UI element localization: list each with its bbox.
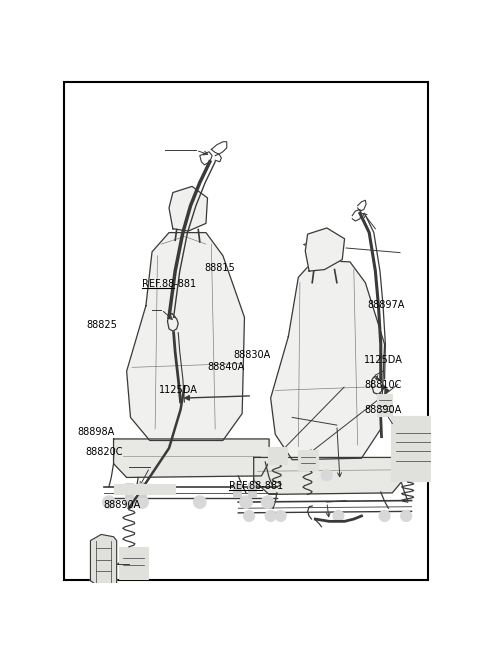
Bar [125, 483, 133, 496]
Circle shape [244, 510, 254, 521]
Text: 88830A: 88830A [233, 350, 270, 360]
Text: REF.88-881: REF.88-881 [229, 481, 284, 491]
Text: 88815: 88815 [204, 263, 235, 272]
Polygon shape [114, 439, 269, 477]
Bar [138, 483, 146, 496]
Bar [377, 394, 392, 416]
Circle shape [401, 510, 411, 521]
Text: 88890A: 88890A [104, 500, 141, 510]
Polygon shape [271, 260, 384, 460]
Text: 88840A: 88840A [207, 362, 244, 372]
Circle shape [103, 496, 115, 508]
Text: 88897A: 88897A [367, 299, 405, 310]
Text: 1125DA: 1125DA [159, 385, 198, 395]
Text: 1125DA: 1125DA [364, 355, 403, 365]
Circle shape [262, 496, 274, 508]
Circle shape [379, 510, 390, 521]
Circle shape [322, 470, 332, 481]
Bar [248, 483, 256, 496]
Text: 88810C: 88810C [364, 381, 402, 390]
Text: REF.88-881: REF.88-881 [142, 280, 196, 290]
Circle shape [193, 496, 206, 508]
Text: 88890A: 88890A [364, 405, 402, 415]
Polygon shape [254, 457, 404, 495]
Circle shape [333, 510, 344, 521]
Polygon shape [127, 233, 244, 441]
Polygon shape [169, 187, 207, 231]
Text: 88825: 88825 [86, 320, 117, 329]
Circle shape [265, 510, 276, 521]
Circle shape [136, 496, 148, 508]
Bar [391, 416, 439, 481]
Text: 88820C: 88820C [85, 447, 123, 457]
Bar [267, 447, 287, 464]
Bar [299, 450, 318, 470]
Bar [396, 422, 435, 476]
Polygon shape [90, 534, 117, 591]
Circle shape [275, 510, 286, 521]
Bar [119, 547, 148, 579]
Text: 88898A: 88898A [78, 426, 115, 437]
Bar [233, 483, 240, 496]
Bar [114, 485, 175, 494]
Circle shape [124, 496, 137, 508]
Polygon shape [305, 228, 345, 271]
Circle shape [240, 496, 252, 508]
